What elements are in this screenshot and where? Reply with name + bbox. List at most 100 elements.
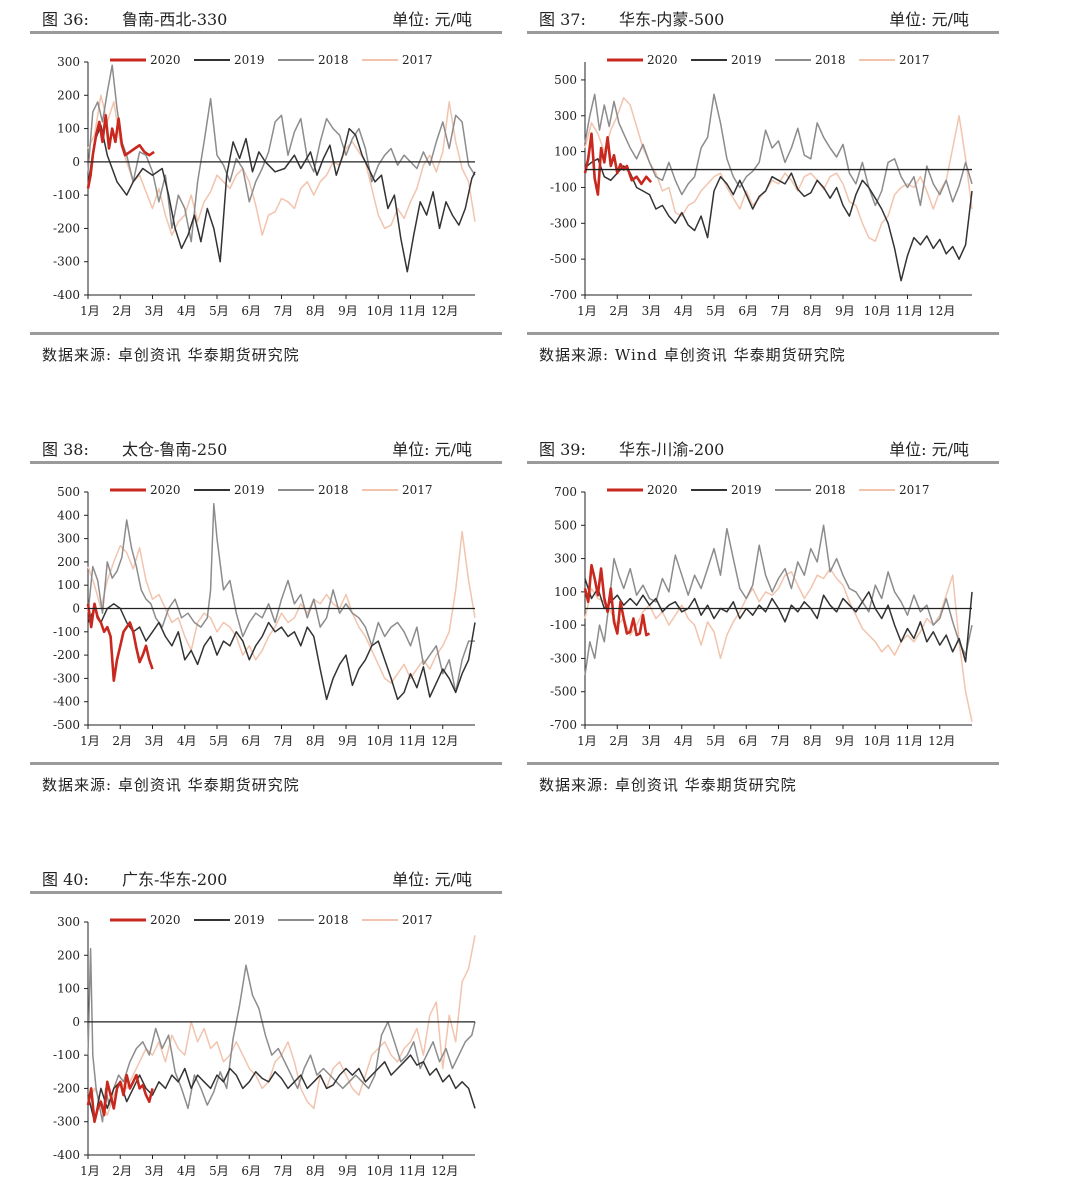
legend-label: 2018: [815, 483, 846, 497]
y-tick-label: -100: [550, 618, 577, 632]
legend-label: 2017: [899, 483, 930, 497]
series-line-2018: [87, 947, 476, 1123]
figure-number: 图 38:: [42, 440, 89, 459]
y-tick-label: -400: [53, 288, 80, 302]
x-tick-label: 9月: [338, 304, 358, 318]
x-tick-label: 5月: [209, 734, 229, 748]
unit-label: 单位: 元/吨: [889, 440, 969, 459]
x-tick-label: 9月: [835, 304, 855, 318]
y-tick-label: 500: [554, 73, 577, 87]
x-tick-label: 11月: [896, 734, 923, 748]
legend-label: 2018: [815, 53, 846, 67]
y-tick-label: -100: [53, 1048, 80, 1062]
x-tick-label: 12月: [431, 304, 458, 318]
x-tick-label: 1月: [577, 734, 597, 748]
y-tick-label: -100: [53, 188, 80, 202]
x-tick-label: 3月: [145, 734, 165, 748]
unit-label: 单位: 元/吨: [392, 440, 472, 459]
series-line-2018: [87, 502, 475, 694]
x-tick-label: 8月: [306, 734, 326, 748]
y-tick-label: 100: [554, 585, 577, 599]
y-tick-label: -100: [550, 180, 577, 194]
legend-label: 2020: [150, 53, 181, 67]
x-tick-label: 1月: [80, 1164, 100, 1178]
x-tick-label: 7月: [274, 734, 294, 748]
series-line-2018: [87, 64, 476, 243]
figure-number: 图 39:: [539, 440, 586, 459]
y-tick-label: 100: [57, 578, 80, 592]
chart-footer: 数据来源: 卓创资讯 华泰期货研究院: [30, 332, 502, 366]
x-tick-label: 5月: [706, 734, 726, 748]
legend-label: 2019: [731, 53, 762, 67]
x-tick-label: 2月: [609, 734, 629, 748]
x-tick-label: 5月: [209, 304, 229, 318]
chart-title: 鲁南-西北-330: [122, 10, 228, 29]
x-tick-label: 4月: [674, 734, 694, 748]
source-note: 数据来源: 卓创资讯 华泰期货研究院: [539, 776, 797, 794]
x-tick-label: 1月: [577, 304, 597, 318]
x-tick-label: 9月: [835, 734, 855, 748]
y-tick-label: -300: [53, 671, 80, 685]
chart-header: 图 37: 华东-内蒙-500 单位: 元/吨: [527, 0, 999, 34]
x-tick-label: 8月: [803, 734, 823, 748]
x-tick-label: 11月: [399, 1164, 426, 1178]
source-note: 数据来源: Wind 卓创资讯 华泰期货研究院: [539, 346, 846, 364]
x-tick-label: 3月: [642, 304, 662, 318]
x-tick-label: 1月: [80, 734, 100, 748]
series-line-2019: [87, 124, 476, 273]
figure-number: 图 36:: [42, 10, 89, 29]
series-line-2020: [86, 1073, 154, 1123]
x-tick-label: 11月: [399, 734, 426, 748]
x-tick-label: 2月: [112, 734, 132, 748]
legend-label: 2019: [234, 913, 265, 927]
line-chart: -400 -300 -200 -100 0 100 200 300 1月 2月 3月 4月 5月 6月 7月…: [53, 913, 476, 1178]
x-tick-label: 10月: [864, 304, 891, 318]
x-tick-label: 12月: [431, 1164, 458, 1178]
legend-label: 2020: [647, 483, 678, 497]
source-note: 数据来源: 卓创资讯 华泰期货研究院: [42, 346, 300, 364]
x-tick-label: 6月: [241, 734, 261, 748]
y-tick-label: -300: [550, 216, 577, 230]
unit-label: 单位: 元/吨: [392, 10, 472, 29]
y-tick-label: -500: [550, 252, 577, 266]
series-line-2019: [87, 603, 476, 701]
series-line-2020: [583, 132, 653, 196]
chart-title: 太仓-鲁南-250: [122, 440, 228, 459]
series-line-2017: [87, 530, 476, 684]
x-tick-label: 2月: [112, 304, 132, 318]
unit-label: 单位: 元/吨: [889, 10, 969, 29]
y-tick-label: 700: [554, 485, 577, 499]
x-tick-label: 9月: [338, 1164, 358, 1178]
x-tick-label: 12月: [928, 304, 955, 318]
series-line-2020: [583, 563, 651, 637]
x-tick-label: 7月: [771, 304, 791, 318]
y-tick-label: -400: [53, 695, 80, 709]
y-tick-label: 300: [57, 55, 80, 69]
x-tick-label: 7月: [274, 1164, 294, 1178]
x-tick-label: 6月: [241, 304, 261, 318]
line-chart: -700 -500 -300 -100 100 300 500 1月 2月 3月 4月 5月 6月 7月 8…: [550, 53, 973, 318]
x-tick-label: 4月: [674, 304, 694, 318]
legend-label: 2017: [899, 53, 930, 67]
y-tick-label: -300: [53, 255, 80, 269]
y-tick-label: -200: [53, 1081, 80, 1095]
x-tick-label: 2月: [609, 304, 629, 318]
y-tick-label: -700: [550, 718, 577, 732]
legend-label: 2020: [150, 483, 181, 497]
x-tick-label: 4月: [177, 304, 197, 318]
x-tick-label: 3月: [145, 304, 165, 318]
figure-number: 图 37:: [539, 10, 586, 29]
legend-label: 2019: [234, 53, 265, 67]
chart-title: 华东-内蒙-500: [619, 10, 725, 29]
line-chart: -700 -500 -300 -100 100 300 500 700 1月 2月 3月 4月 5月 6月…: [550, 483, 973, 748]
y-tick-label: -200: [53, 648, 80, 662]
x-tick-label: 3月: [642, 734, 662, 748]
legend-label: 2018: [318, 53, 349, 67]
x-tick-label: 7月: [274, 304, 294, 318]
x-tick-label: 4月: [177, 1164, 197, 1178]
y-tick-label: 200: [57, 88, 80, 102]
y-tick-label: -300: [550, 651, 577, 665]
legend-label: 2020: [150, 913, 181, 927]
x-tick-label: 9月: [338, 734, 358, 748]
unit-label: 单位: 元/吨: [392, 870, 472, 889]
